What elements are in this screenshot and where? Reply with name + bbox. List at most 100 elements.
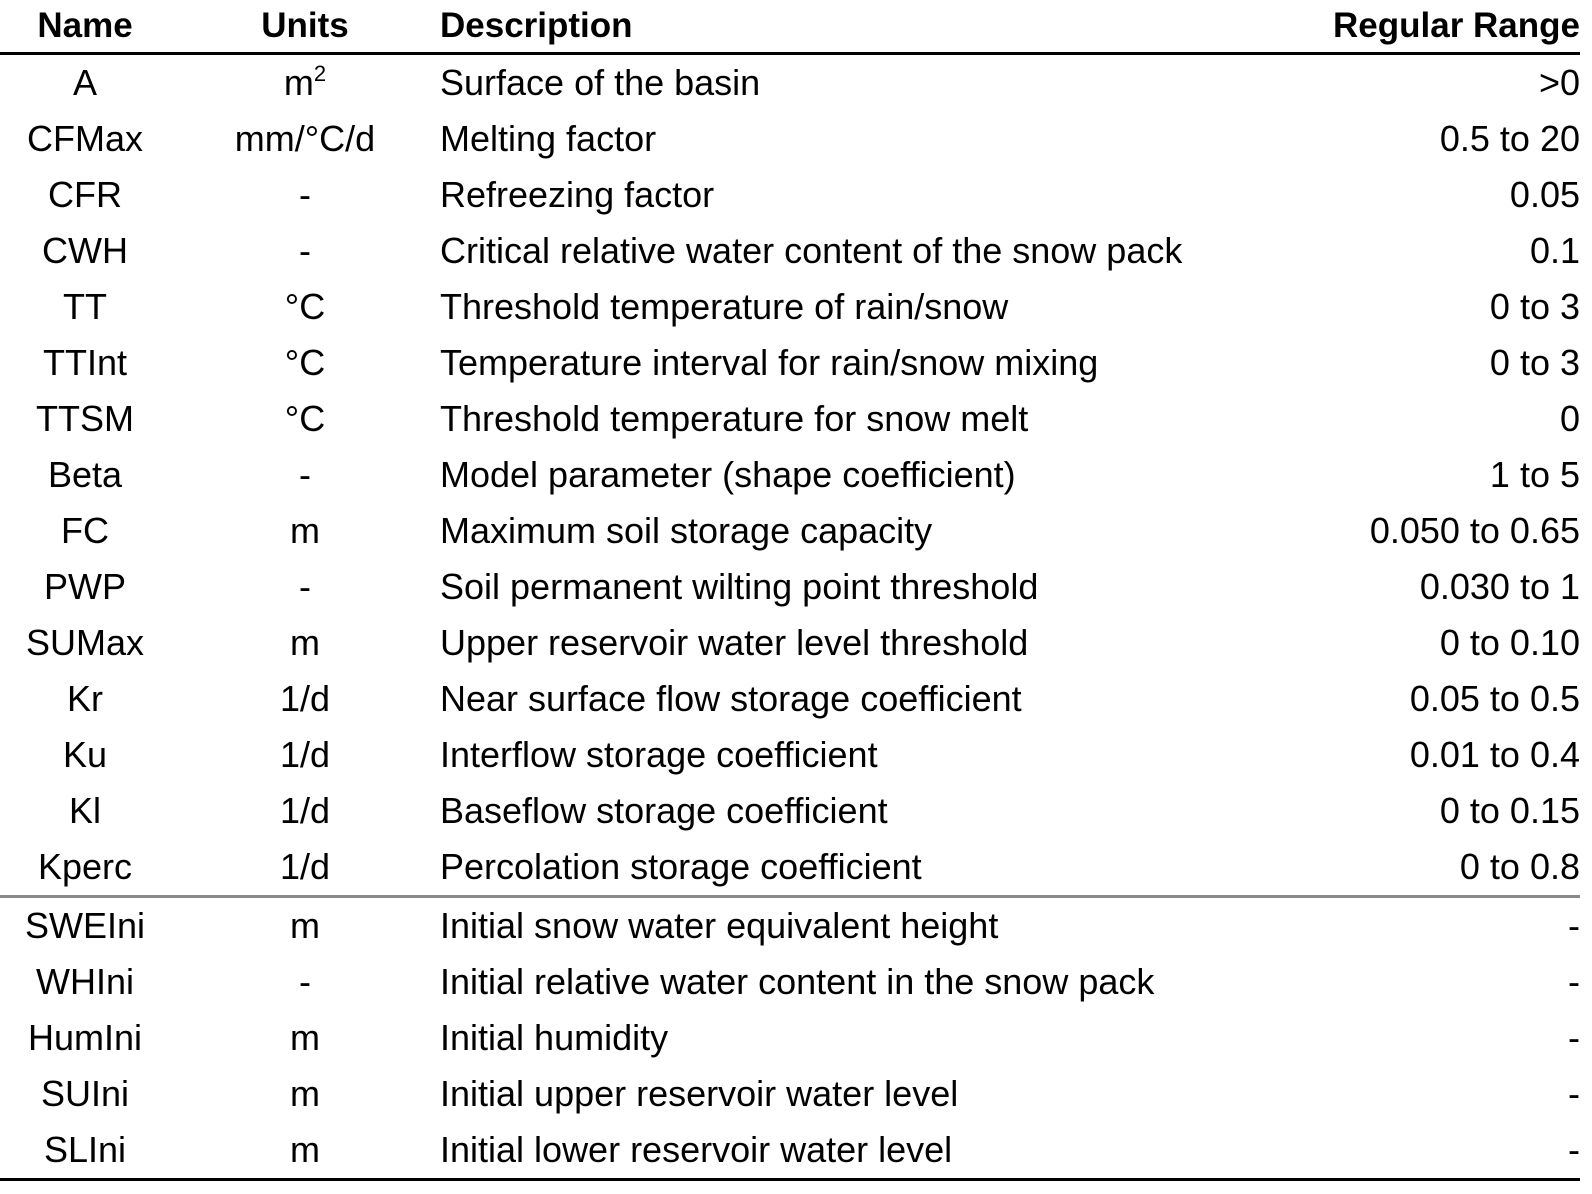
cell-description: Temperature interval for rain/snow mixin… — [440, 342, 1099, 383]
cell-units: - — [299, 566, 311, 607]
cell-name: Beta — [47, 454, 123, 495]
cell-name: Kr — [67, 678, 103, 719]
table-row: Kperc 1/d Percolation storage coefficient 0… — [0, 839, 1580, 895]
cell-range: 1 to 5 — [1489, 454, 1580, 495]
cell-description: Surface of the basin — [440, 62, 761, 103]
cell-name: SWEIni — [24, 905, 146, 946]
cell-range: - — [1568, 1129, 1580, 1170]
cell-description: Baseflow storage coefficient — [440, 790, 888, 831]
cell-description: Critical relative water content of the s… — [440, 230, 1183, 271]
cell-range: - — [1568, 1073, 1580, 1114]
cell-name: CFR — [48, 174, 122, 215]
table-row: A m2 Surface of the basin >0 — [0, 55, 1580, 111]
cell-name: HumIni — [27, 1017, 143, 1058]
header-description: Description — [440, 6, 633, 45]
table-row: HumIni m Initial humidity - — [0, 1010, 1580, 1066]
cell-units: m — [290, 1129, 320, 1170]
table-row: Ku 1/d Interflow storage coefficient 0.01 t… — [0, 727, 1580, 783]
cell-units: - — [299, 230, 311, 271]
table-row: CFMax mm/°C/d Melting factor 0.5 to 20 — [0, 111, 1580, 167]
section-divider — [0, 895, 1580, 898]
cell-range: 0.1 — [1529, 230, 1580, 271]
cell-units: m — [290, 510, 320, 551]
cell-units: m — [290, 905, 320, 946]
cell-name: CWH — [42, 230, 128, 271]
cell-units: - — [299, 961, 311, 1002]
cell-range: - — [1568, 905, 1580, 946]
table-row: Beta - Model parameter (shape coefficient)… — [0, 447, 1580, 503]
cell-range: 0.050 to 0.65 — [1369, 510, 1580, 551]
header-rule — [0, 52, 1580, 55]
cell-units: - — [299, 454, 311, 495]
table-header-row: Name Units Description Regular Range — [0, 0, 1580, 52]
cell-description: Melting factor — [440, 118, 657, 159]
cell-range: >0 — [1538, 62, 1580, 103]
cell-units: °C — [284, 286, 326, 327]
table-row: TT °C Threshold temperature of rain/snow 0 … — [0, 279, 1580, 335]
cell-units: m2 — [200, 55, 410, 111]
table-row: WHIni - Initial relative water content in … — [0, 954, 1580, 1010]
table-row: Kr 1/d Near surface flow storage coefficie… — [0, 671, 1580, 727]
cell-description: Initial lower reservoir water level — [440, 1129, 953, 1170]
cell-description: Threshold temperature for snow melt — [440, 398, 1029, 439]
cell-range: 0 to 3 — [1489, 286, 1580, 327]
cell-description: Initial snow water equivalent height — [440, 905, 999, 946]
header-name: Name — [37, 6, 133, 45]
table-row: SLIni m Initial lower reservoir water leve… — [0, 1122, 1580, 1178]
cell-range: 0.05 to 0.5 — [1409, 678, 1580, 719]
cell-range: 0.030 to 1 — [1419, 566, 1580, 607]
cell-units: m — [290, 622, 320, 663]
cell-units: °C — [284, 342, 326, 383]
cell-description: Interflow storage coefficient — [440, 734, 878, 775]
units-base: m — [283, 62, 314, 103]
cell-name: SUIni — [40, 1073, 130, 1114]
cell-range: 0 to 0.15 — [1439, 790, 1580, 831]
cell-description: Initial humidity — [440, 1017, 669, 1058]
table-row: PWP - Soil permanent wilting point thresho… — [0, 559, 1580, 615]
cell-description: Initial upper reservoir water level — [440, 1073, 959, 1114]
cell-name: Ku — [62, 734, 108, 775]
cell-description: Upper reservoir water level threshold — [440, 622, 1029, 663]
table-row: SUMax m Upper reservoir water level thresh… — [0, 615, 1580, 671]
cell-units: 1/d — [279, 734, 331, 775]
table-row: SUIni m Initial upper reservoir water leve… — [0, 1066, 1580, 1122]
cell-description: Model parameter (shape coefficient) — [440, 454, 1016, 495]
units-superscript: 2 — [313, 61, 327, 86]
cell-name: TT — [63, 286, 107, 327]
cell-name: TTInt — [42, 342, 127, 383]
cell-units: m — [290, 1073, 320, 1114]
cell-units: 1/d — [279, 678, 331, 719]
table-row: Kl 1/d Baseflow storage coefficient 0 to 0.… — [0, 783, 1580, 839]
cell-range: 0 to 0.10 — [1439, 622, 1580, 663]
cell-range: 0.01 to 0.4 — [1409, 734, 1580, 775]
cell-name: Kl — [68, 790, 101, 831]
header-units: Units — [261, 6, 349, 45]
cell-description: Threshold temperature of rain/snow — [440, 286, 1009, 327]
parameters-section: CFMax mm/°C/d Melting factor 0.5 to 20 CFR - R… — [0, 111, 1580, 895]
cell-description: Maximum soil storage capacity — [440, 510, 933, 551]
cell-range: 0.5 to 20 — [1439, 118, 1580, 159]
table-row: FC m Maximum soil storage capacity 0.050 to… — [0, 503, 1580, 559]
cell-name: CFMax — [27, 118, 143, 159]
cell-range: 0 to 0.8 — [1459, 846, 1580, 887]
cell-units: m — [290, 1017, 320, 1058]
cell-units: 1/d — [279, 790, 331, 831]
table-row: TTSM °C Threshold temperature for snow mel… — [0, 391, 1580, 447]
cell-name: Kperc — [37, 846, 133, 887]
cell-description: Soil permanent wilting point threshold — [440, 566, 1039, 607]
cell-units: 1/d — [279, 846, 331, 887]
cell-range: - — [1568, 961, 1580, 1002]
cell-units: mm/°C/d — [234, 118, 376, 159]
cell-units: - — [299, 174, 311, 215]
initial-conditions-section: SWEIni m Initial snow water equivalent hei… — [0, 898, 1580, 1178]
table-row: SWEIni m Initial snow water equivalent hei… — [0, 898, 1580, 954]
cell-name: WHIni — [36, 961, 134, 1002]
cell-description: Near surface flow storage coefficient — [440, 678, 1022, 719]
cell-name: FC — [61, 510, 109, 551]
cell-description: Initial relative water content in the sn… — [440, 961, 1155, 1002]
cell-range: - — [1568, 1017, 1580, 1058]
cell-name: SLIni — [43, 1129, 127, 1170]
cell-range: 0 to 3 — [1489, 342, 1580, 383]
table-row: TTInt °C Temperature interval for rain/sno… — [0, 335, 1580, 391]
